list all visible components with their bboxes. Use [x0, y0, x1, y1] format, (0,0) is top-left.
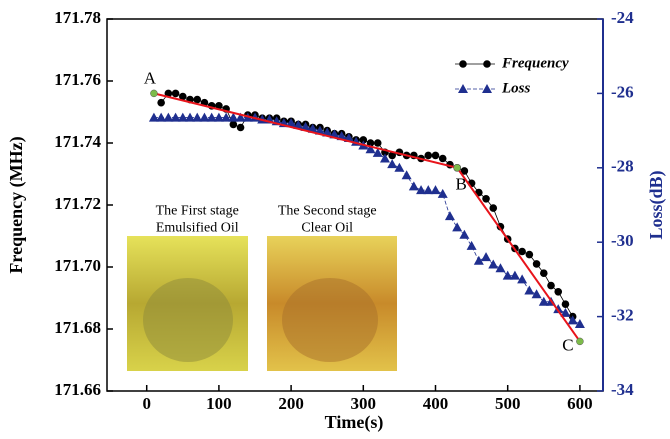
- circle-marker: [554, 288, 562, 296]
- x-tick-label: 0: [142, 394, 151, 413]
- triangle-marker: [510, 271, 520, 280]
- flask: [143, 278, 233, 362]
- y-axis-label: Frequency (MHz): [6, 136, 27, 273]
- annotation: The Second stage: [278, 203, 377, 218]
- legend-label: Frequency: [501, 55, 569, 71]
- key-point-label: C: [562, 335, 573, 354]
- annotation: Clear Oil: [301, 220, 353, 235]
- triangle-marker: [409, 181, 419, 190]
- x-tick-label: 400: [423, 394, 449, 413]
- x-tick-label: 200: [278, 394, 304, 413]
- legend-label: Loss: [501, 80, 531, 96]
- y-tick-label: 171.66: [54, 380, 101, 399]
- legend-marker: [459, 60, 467, 68]
- x-axis-label: Time(s): [325, 412, 384, 433]
- y2-tick-label: -28: [611, 157, 634, 176]
- key-point-label: B: [455, 175, 466, 194]
- x-tick-label: 500: [495, 394, 521, 413]
- circle-marker: [424, 152, 432, 160]
- circle-marker: [230, 121, 238, 129]
- y2-tick-label: -34: [611, 380, 634, 399]
- annotation: The First stage: [156, 203, 239, 218]
- key-point: [454, 164, 461, 171]
- y-tick-label: 171.74: [54, 132, 101, 151]
- circle-marker: [432, 152, 440, 160]
- key-point: [150, 90, 157, 97]
- y-tick-label: 171.70: [54, 256, 101, 275]
- legend-marker: [483, 60, 491, 68]
- y-tick-label: 171.68: [54, 318, 101, 337]
- x-tick-label: 100: [206, 394, 232, 413]
- y2-tick-label: -24: [611, 8, 634, 27]
- x-tick-label: 300: [351, 394, 377, 413]
- circle-marker: [540, 269, 548, 277]
- circle-marker: [562, 300, 570, 308]
- circle-marker: [482, 195, 490, 203]
- circle-marker: [526, 251, 534, 259]
- circle-marker: [533, 260, 541, 268]
- key-point: [576, 338, 583, 345]
- circle-marker: [237, 124, 245, 132]
- y2-tick-label: -30: [611, 231, 634, 250]
- key-point-label: A: [144, 68, 157, 87]
- circle-marker: [172, 90, 180, 98]
- circle-marker: [547, 282, 555, 290]
- triangle-marker: [481, 252, 491, 261]
- triangle-marker: [431, 185, 441, 194]
- y-tick-label: 171.78: [54, 8, 101, 27]
- triangle-marker: [445, 211, 455, 220]
- chart: Time(s) Frequency (MHz) Loss(dB) 0 100 200…: [0, 0, 670, 439]
- y2-tick-label: -26: [611, 82, 634, 101]
- y-tick-label: 171.72: [54, 194, 101, 213]
- circle-marker: [518, 248, 526, 256]
- circle-marker: [489, 204, 497, 212]
- circle-marker: [193, 96, 201, 104]
- y2-axis-label: Loss(dB): [646, 170, 667, 239]
- flask: [282, 278, 378, 362]
- x-tick-label: 600: [567, 394, 593, 413]
- y2-tick-label: -32: [611, 306, 634, 325]
- triangle-marker: [452, 222, 462, 231]
- y-tick-label: 171.76: [54, 70, 101, 89]
- triangle-marker: [467, 241, 477, 250]
- annotation: Emulsified Oil: [156, 220, 239, 235]
- triangle-marker: [524, 286, 534, 295]
- legend-marker: [458, 84, 468, 93]
- legend-marker: [482, 84, 492, 93]
- circle-marker: [439, 155, 447, 163]
- circle-marker: [374, 139, 382, 147]
- circle-marker: [157, 99, 165, 107]
